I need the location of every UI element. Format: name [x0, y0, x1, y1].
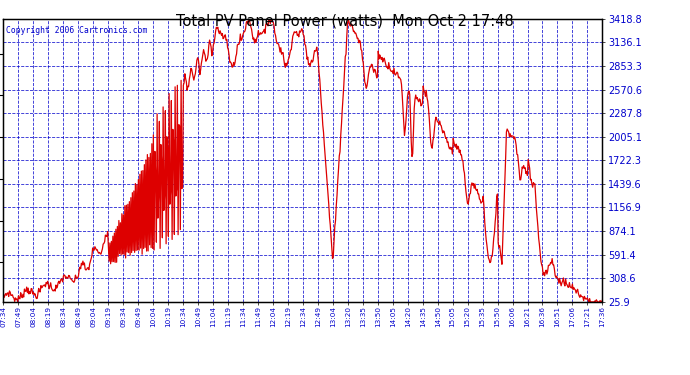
Text: Copyright 2006 Cartronics.com: Copyright 2006 Cartronics.com [6, 26, 148, 35]
Text: Total PV Panel Power (watts)  Mon Oct 2 17:48: Total PV Panel Power (watts) Mon Oct 2 1… [176, 13, 514, 28]
